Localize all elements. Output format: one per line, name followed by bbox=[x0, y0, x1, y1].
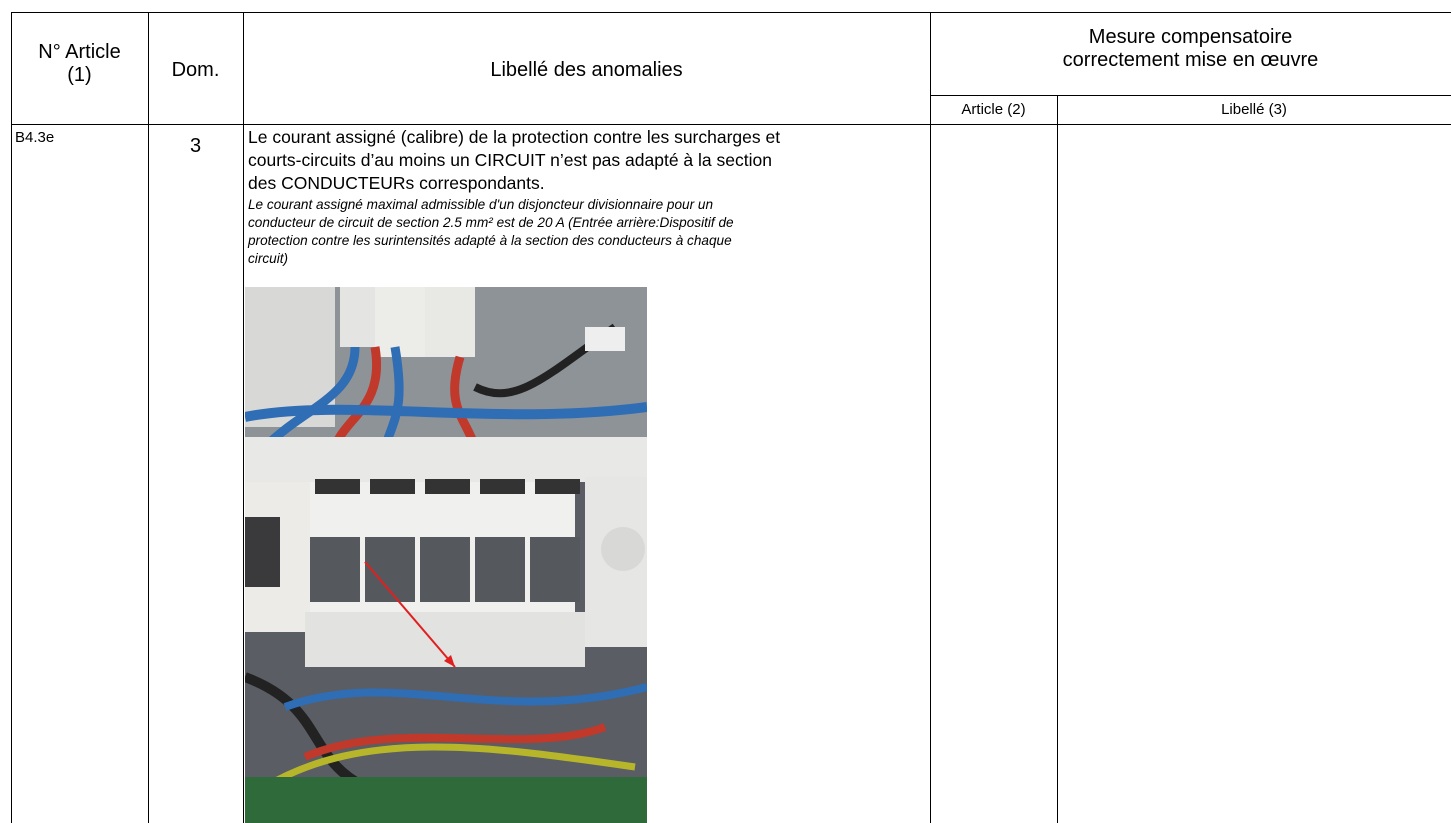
header-text: Libellé des anomalies bbox=[490, 59, 683, 81]
cell-text: B4.3e bbox=[15, 129, 55, 146]
header-text: N° Article bbox=[38, 41, 121, 63]
cell-detail: protection contre les surintensités adap… bbox=[248, 233, 732, 248]
cell-detail: Le courant assigné maximal admissible d'… bbox=[248, 197, 714, 212]
cell-text: 3 bbox=[189, 135, 202, 157]
border bbox=[11, 12, 12, 823]
border bbox=[930, 12, 931, 823]
header-text: Dom. bbox=[171, 59, 220, 81]
border bbox=[243, 12, 244, 823]
border bbox=[148, 12, 149, 823]
cell-detail: conducteur de circuit de section 2.5 mm²… bbox=[248, 215, 734, 230]
border bbox=[930, 95, 1451, 96]
photo bbox=[245, 287, 647, 823]
cell-text: courts-circuits d’au moins un CIRCUIT n’… bbox=[248, 150, 772, 170]
subheader-text: Article (2) bbox=[961, 101, 1026, 118]
header-text: (1) bbox=[67, 64, 92, 86]
header-text: correctement mise en œuvre bbox=[1062, 49, 1319, 71]
cell-text: Le courant assigné (calibre) de la prote… bbox=[248, 127, 781, 147]
border bbox=[1057, 95, 1058, 823]
border bbox=[11, 12, 1451, 13]
cell-text: des CONDUCTEURs correspondants. bbox=[248, 173, 545, 193]
header-text: Mesure compensatoire bbox=[1088, 26, 1293, 48]
subheader-text: Libellé (3) bbox=[1221, 101, 1287, 118]
cell-detail: circuit) bbox=[248, 251, 289, 266]
border bbox=[11, 124, 1451, 125]
